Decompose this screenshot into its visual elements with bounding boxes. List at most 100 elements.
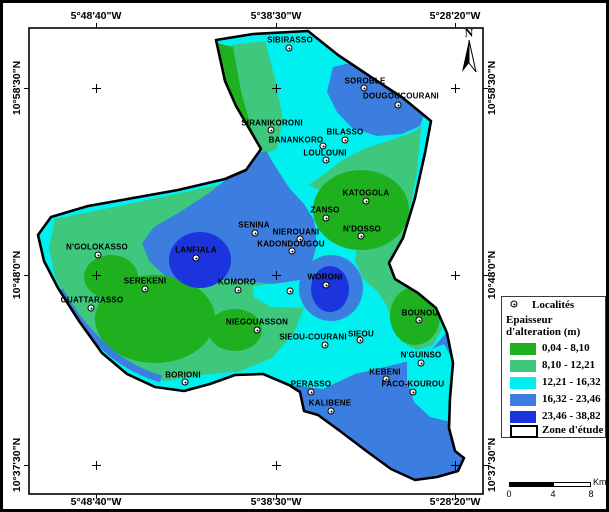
axis-tick [455,494,456,499]
north-arrow-icon [462,39,477,73]
legend-class-range: 12,21 - 16,32 [542,376,601,388]
locality-dot [321,341,329,349]
axis-label-latitude: 10°48'0"N [11,250,23,300]
locality-dot [234,286,242,294]
study-area-map [28,27,484,495]
locality-label: LANFIALA [175,245,217,255]
axis-label-latitude: 10°37'30"N [11,437,23,493]
axis-label-longitude: 5°48'40"W [70,10,122,22]
north-arrow-label: N [464,25,474,40]
legend-class-range: 16,32 - 23,46 [542,393,601,405]
locality-dot [327,407,335,415]
axis-tick [483,88,488,89]
locality-dot [296,235,304,243]
axis-label-longitude: 5°38'30"W [250,10,302,22]
graticule-cross [455,84,456,93]
axis-label-latitude: 10°58'30"N [11,60,23,116]
axis-tick [24,465,29,466]
locality-label: N'GUINSO [400,350,442,360]
locality-dot [87,304,95,312]
locality-label: KATOGOLA [342,188,390,198]
locality-label: KEBENI [369,367,401,377]
locality-symbol-icon [510,300,518,308]
legend-localities-label: Localités [532,299,575,311]
region-darkblue-woroni [311,266,349,312]
scalebar-unit: Km [593,477,607,487]
locality-dot [394,101,402,109]
locality-label: NIEROUANI [272,227,320,237]
axis-tick [24,88,29,89]
locality-label: SEREKENI [123,276,167,286]
locality-label: LOULOUNI [303,148,347,158]
locality-dot [417,359,425,367]
legend-class-range: 23,46 - 38,82 [542,410,601,422]
zone-boundary [36,29,466,482]
legend-class-swatch [510,394,536,406]
locality-label: SIRANIKORONI [241,118,303,128]
locality-label: BOUNOU [401,308,439,318]
locality-label: N'GOLOKASSO [66,242,128,252]
axis-tick [483,275,488,276]
locality-dot [94,251,102,259]
locality-label: BILASSO [326,127,364,137]
locality-dot [307,388,315,396]
graticule-cross [96,271,97,280]
locality-dot [253,326,261,334]
locality-dot [356,336,364,344]
locality-dot [322,156,330,164]
region-green-serekeni [95,275,215,363]
legend-class-swatch [510,360,536,372]
locality-dot [382,375,390,383]
axis-tick [483,465,488,466]
locality-label: OUATTARASSO [60,295,124,305]
legend-class-range: 0,04 - 8,10 [542,342,590,354]
scalebar-number: 0 [506,489,512,499]
locality-label: FACO-KOUROU [381,379,445,389]
locality-dot [360,84,368,92]
zone-label: Zone d'étude [542,424,604,436]
region-green-niegouasson [208,309,262,351]
scalebar-segment-empty [553,482,591,487]
axis-tick [96,23,97,28]
locality-dot [319,142,327,150]
locality-dot [341,136,349,144]
locality-dot [141,285,149,293]
region-green-katogola [313,170,409,250]
scalebar-segment-filled [509,482,553,487]
locality-label: N'DOSSO [343,224,381,234]
locality-label: BORIONI [165,370,201,380]
graticule-cross [455,461,456,470]
axis-label-longitude: 5°28'20"W [429,496,481,508]
locality-label: SIBIRASSO [267,35,313,45]
locality-dot [415,316,423,324]
map-frame [28,27,484,495]
region-green-north-edge [217,43,260,153]
locality-dot [362,197,370,205]
locality-dot [322,281,330,289]
graticule-cross [276,84,277,93]
graticule-cross [96,461,97,470]
locality-label: SIEOU [348,329,374,339]
locality-dot [357,232,365,240]
axis-label-longitude: 5°28'20"W [429,10,481,22]
locality-label: KALIBENE [308,398,352,408]
graticule-cross [455,271,456,280]
locality-label: KADONDOUGOU [257,239,325,249]
locality-label: SIEOU-COURANI [279,332,347,342]
locality-label: NIEGOUASSON [225,317,289,327]
locality-label: KOMORO [217,277,257,287]
legend-class-swatch [510,377,536,389]
legend-title-line1: Epaisseur [506,314,553,326]
graticule-cross [276,271,277,280]
scalebar-number: 4 [550,489,556,499]
axis-tick [276,23,277,28]
locality-label: DOUGOUCOURANI [363,91,439,101]
locality-label: ZANSO [310,205,340,215]
axis-tick [96,494,97,499]
graticule-cross [276,461,277,470]
legend-class-swatch [510,411,536,423]
locality-dot [288,247,296,255]
axis-label-longitude: 5°48'40"W [70,496,122,508]
legend-title-line2: d'alteration (m) [506,326,581,338]
